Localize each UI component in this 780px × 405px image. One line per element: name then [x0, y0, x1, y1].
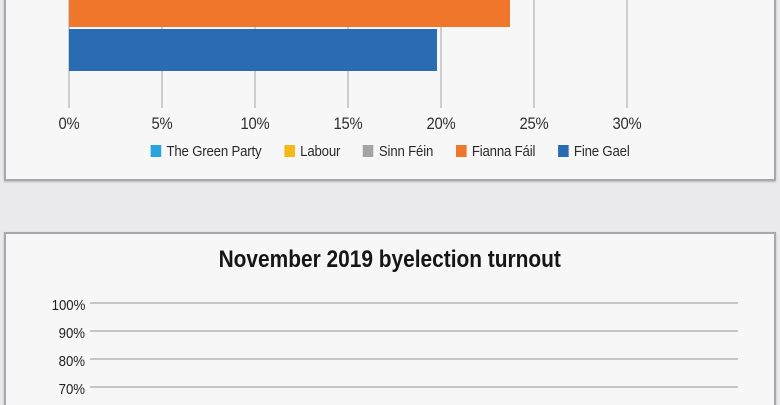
legend-row: The Green Party Labour Sinn Féin Fianna Fái…	[151, 142, 630, 160]
screenshot-root: The Green Party Labour Sinn Féin Fianna Fái…	[0, 0, 780, 405]
chart-legend: The Green Party Labour Sinn Féin Fianna Fái…	[6, 142, 774, 160]
party-results-chart-panel: The Green Party Labour Sinn Féin Fianna Fái…	[4, 0, 776, 181]
legend-item: Fine Gael	[558, 143, 629, 160]
horizontal-gridline	[90, 330, 738, 332]
y-tick-label: 90%	[6, 325, 85, 343]
x-tick-label: 25%	[519, 114, 548, 134]
bar-fianna-f-il	[69, 0, 510, 27]
legend-swatch	[558, 145, 569, 157]
y-tick-label: 100%	[6, 297, 85, 315]
legend-label: The Green Party	[166, 143, 261, 160]
x-tick-label: 0%	[58, 114, 79, 134]
x-tick-label: 15%	[333, 114, 362, 134]
vertical-gridline	[533, 0, 535, 108]
y-tick-label-text: 70%	[59, 381, 85, 399]
bar-fine-gael	[69, 29, 437, 72]
legend-swatch	[456, 145, 467, 157]
y-tick-label: 80%	[6, 353, 85, 371]
x-tick-label: 10%	[240, 114, 269, 134]
legend-label: Labour	[300, 143, 340, 160]
chart-title-text: November 2019 byelection turnout	[219, 246, 561, 274]
legend-swatch	[284, 145, 295, 157]
x-tick-label: 20%	[426, 114, 455, 134]
legend-label: Fianna Fáil	[472, 143, 535, 160]
y-tick-label-text: 100%	[51, 297, 85, 315]
turnout-chart-panel: November 2019 byelection turnout 100% 90%…	[4, 232, 776, 405]
chart-title: November 2019 byelection turnout	[6, 246, 774, 274]
legend-item: Labour	[284, 143, 340, 160]
x-tick-label: 5%	[151, 114, 172, 134]
horizontal-gridline	[90, 358, 738, 360]
vertical-gridline	[626, 0, 628, 108]
y-tick-label: 70%	[6, 381, 85, 399]
legend-item: Sinn Féin	[363, 143, 433, 160]
horizontal-gridline	[90, 386, 738, 388]
legend-item: The Green Party	[151, 143, 262, 160]
legend-swatch	[363, 145, 374, 157]
legend-swatch	[151, 145, 162, 157]
horizontal-gridline	[90, 302, 738, 304]
legend-item: Fianna Fáil	[456, 143, 535, 160]
y-tick-label-text: 90%	[59, 325, 85, 343]
legend-label: Fine Gael	[574, 143, 630, 160]
legend-label: Sinn Féin	[379, 143, 433, 160]
x-tick-label: 30%	[612, 114, 641, 134]
y-tick-label-text: 80%	[59, 353, 85, 371]
